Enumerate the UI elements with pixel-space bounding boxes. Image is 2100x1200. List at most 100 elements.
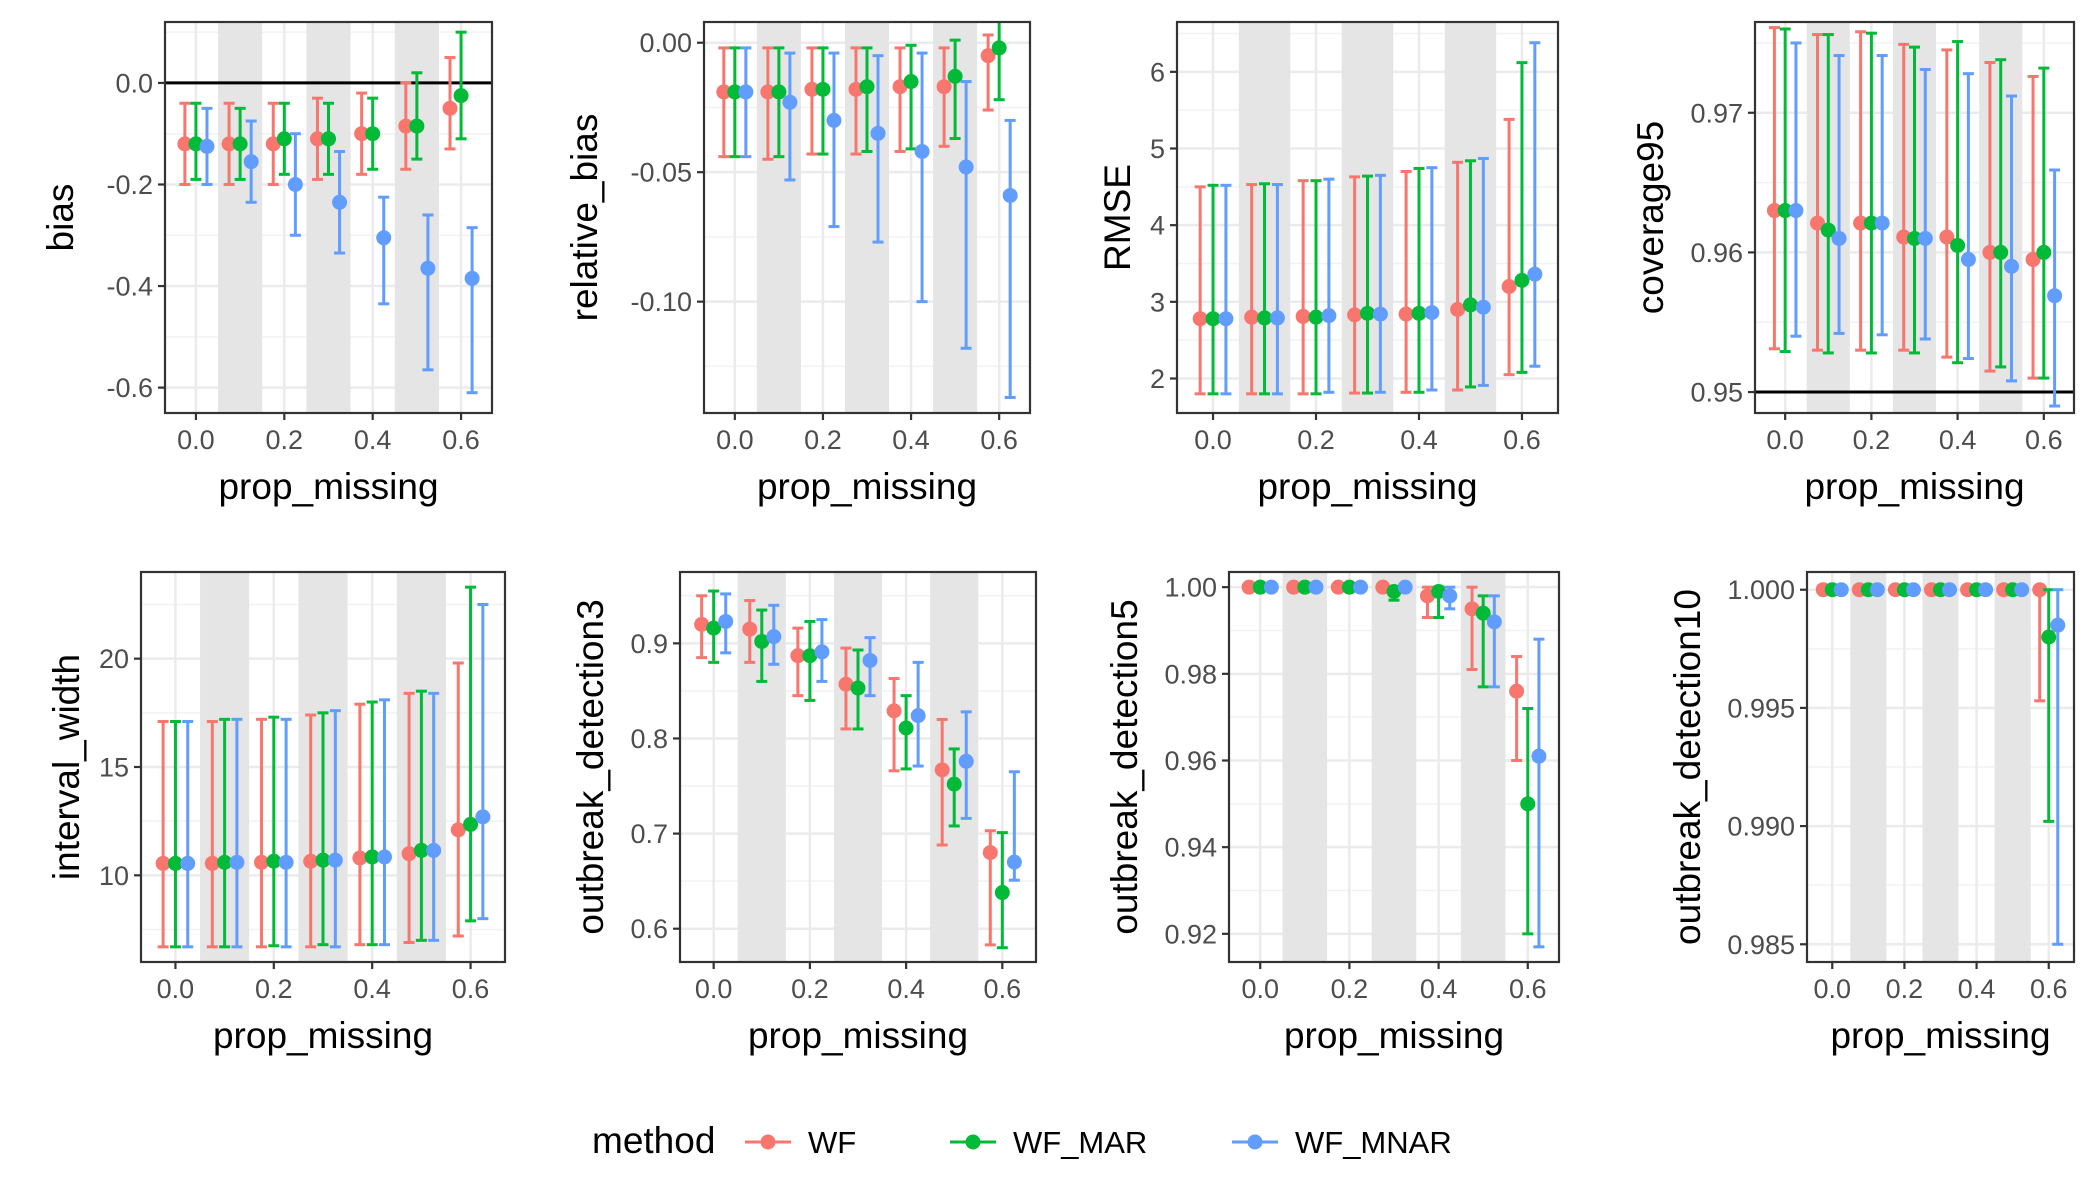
data-point: [315, 852, 331, 868]
data-point: [1192, 311, 1208, 327]
shaded-band: [218, 22, 263, 413]
data-point: [1308, 309, 1324, 325]
legend-label: WF: [808, 1125, 856, 1160]
data-point: [401, 846, 417, 862]
y-tick-label: 5: [1150, 134, 1165, 164]
x-axis-title: prop_missing: [748, 1015, 968, 1056]
panel-interval_width: 0.0 0.2 0.4 0.6 10 15 20 prop_missing interval_w…: [46, 570, 507, 1056]
data-point: [1257, 310, 1273, 326]
x-axis-title: prop_missing: [213, 1015, 433, 1056]
data-point: [1777, 203, 1793, 219]
data-point: [199, 138, 215, 154]
y-tick-label: 1.00: [1164, 573, 1217, 603]
data-point: [903, 74, 919, 90]
series-WF_MNAR: [738, 46, 1018, 399]
data-point: [1869, 582, 1885, 598]
data-point: [1424, 305, 1440, 321]
data-point: [1269, 310, 1285, 326]
y-tick-label: 0.0: [115, 68, 153, 98]
series-WF_MAR: [1205, 61, 1530, 396]
data-point: [910, 708, 926, 724]
series-WF: [155, 661, 466, 949]
data-point: [1820, 222, 1836, 238]
x-tick-label: 0.0: [1813, 974, 1851, 1004]
data-point: [442, 100, 458, 116]
x-axis-title: prop_missing: [218, 466, 438, 507]
series-WF_MNAR: [1263, 579, 1547, 949]
legend-label: WF_MNAR: [1295, 1125, 1452, 1160]
data-point: [232, 136, 248, 152]
x-tick-label: 0.6: [2030, 974, 2068, 1004]
series-WF_MNAR: [718, 592, 1022, 882]
data-point: [1297, 579, 1313, 595]
data-point: [1905, 582, 1921, 598]
data-point: [2003, 258, 2019, 274]
series-WF_MNAR: [1833, 582, 2066, 946]
x-tick-label: 0.4: [1420, 974, 1458, 1004]
data-point: [321, 131, 336, 147]
y-tick-label: 0.7: [630, 819, 668, 849]
shaded-band: [1282, 572, 1328, 962]
x-tick-label: 0.2: [1853, 425, 1891, 455]
x-tick-label: 0.4: [887, 974, 925, 1004]
data-point: [826, 112, 842, 128]
legend: method WF WF_MAR WF_MNAR: [592, 1120, 1452, 1161]
data-point: [1360, 305, 1375, 321]
shaded-band: [833, 572, 883, 962]
y-tick-label: 0.94: [1164, 833, 1217, 863]
data-point: [1397, 579, 1413, 595]
panel-coverage95: 0.0 0.2 0.4 0.6 0.95 0.96 0.97 prop_missing cove…: [1630, 20, 2076, 507]
series-WF: [1766, 26, 2041, 380]
data-point: [2032, 582, 2048, 598]
x-tick-label: 0.4: [1400, 425, 1438, 455]
data-point: [1501, 279, 1517, 294]
data-point: [870, 125, 886, 141]
x-tick-label: 0.0: [1194, 425, 1232, 455]
data-point: [254, 854, 270, 870]
x-tick-label: 0.6: [1503, 425, 1541, 455]
series-WF_MAR: [167, 585, 479, 949]
data-point: [1218, 311, 1234, 327]
data-point: [804, 81, 820, 97]
data-point: [426, 842, 442, 858]
data-point: [1398, 306, 1414, 322]
x-tick-label: 0.2: [804, 425, 842, 455]
x-tick-label: 0.4: [354, 425, 392, 455]
data-point: [1993, 244, 2009, 260]
x-axis-title: prop_missing: [1257, 466, 1477, 507]
data-point: [1286, 579, 1302, 595]
data-point: [1950, 237, 1966, 253]
data-point: [409, 118, 425, 134]
data-point: [766, 629, 782, 645]
data-point: [802, 648, 818, 664]
data-point: [155, 855, 171, 871]
data-point: [898, 720, 914, 736]
data-point: [727, 84, 743, 100]
legend-item-WF: WF: [745, 1125, 856, 1160]
data-point: [1006, 854, 1022, 870]
data-point: [1531, 748, 1547, 764]
y-axis-title: outbreak_detection5: [1104, 599, 1145, 934]
x-tick-label: 0.6: [452, 974, 490, 1004]
data-point: [1960, 251, 1976, 267]
shaded-band: [1371, 572, 1417, 962]
x-tick-label: 0.6: [1509, 974, 1547, 1004]
x-tick-label: 0.0: [177, 425, 215, 455]
y-tick-label: 3: [1150, 287, 1165, 317]
legend-item-WF_MNAR: WF_MNAR: [1232, 1125, 1452, 1160]
data-point: [266, 853, 282, 869]
data-point: [815, 81, 831, 97]
y-tick-label: 20: [99, 644, 129, 674]
data-point: [991, 40, 1007, 56]
data-point: [332, 194, 348, 210]
x-axis-title: prop_missing: [757, 466, 977, 507]
data-point: [1874, 215, 1890, 231]
data-point: [1330, 579, 1346, 595]
data-point: [958, 159, 974, 175]
data-point: [1527, 266, 1543, 282]
data-point: [859, 79, 875, 95]
data-point: [914, 143, 930, 159]
x-tick-label: 0.6: [442, 425, 480, 455]
data-point: [221, 136, 237, 152]
data-point: [364, 849, 380, 865]
